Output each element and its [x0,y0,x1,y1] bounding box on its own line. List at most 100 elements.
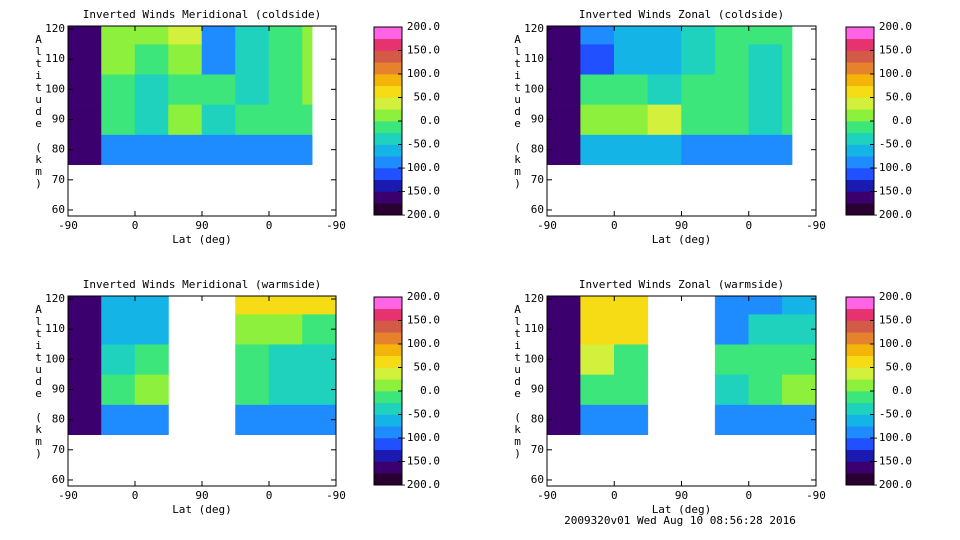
colorbar-tick-label: -50.0 [879,408,912,421]
cell [201,134,236,165]
cell [546,104,581,135]
cell [748,313,783,345]
colorbar-band [846,414,874,427]
colorbar-band [846,191,874,204]
cell [647,25,682,45]
cell [134,104,169,135]
colorbar-tick-label: 150.0 [879,314,912,327]
x-tick-label: -90 [806,489,826,502]
colorbar-tick-label: -100.0 [400,431,440,444]
cell [67,344,102,375]
x-tick-label: -90 [537,489,557,502]
cell [201,25,236,45]
y-tick-label: 100 [524,352,544,365]
colorbar-tick-label: -150.0 [872,185,912,198]
colorbar-band [846,203,874,216]
cell [235,43,270,75]
colorbar-band [846,62,874,75]
chart-title: Inverted Winds Meridional (warmside) [83,278,321,291]
cell [168,74,203,105]
cell [168,104,203,135]
y-axis-label: Altitude (km) [32,303,45,459]
x-tick-label: 0 [745,489,752,502]
cell [235,74,270,105]
cell [101,74,136,105]
cell [201,74,236,105]
cell [614,134,649,165]
colorbar-band [846,85,874,98]
cell [546,295,581,315]
x-tick-label: 0 [611,489,618,502]
y-tick-label: 90 [531,112,544,125]
cell [235,134,270,165]
cell [235,404,270,435]
colorbar-tick-label: 0.0 [892,114,912,127]
colorbar-tick-label: 200.0 [407,290,440,303]
cell [302,295,337,315]
cell [302,374,337,405]
y-tick-label: 100 [45,352,65,365]
cell [268,25,303,45]
colorbar-band [374,97,402,110]
y-tick-label: 120 [45,22,65,35]
colorbar-band [374,414,402,427]
colorbar-tick-label: 200.0 [879,20,912,33]
colorbar-tick-label: 100.0 [407,67,440,80]
x-axis-label: Lat (deg) [652,233,712,246]
colorbar-tick-label: -150.0 [400,185,440,198]
colorbar-band [846,461,874,474]
cell [268,374,303,405]
y-tick-label: 110 [524,52,544,65]
colorbar-band [374,62,402,75]
cell [302,313,337,345]
y-tick-label: 90 [52,112,65,125]
colorbar-tick-label: 150.0 [879,44,912,57]
cell [748,344,783,375]
cell [748,134,783,165]
y-tick-label: 100 [524,82,544,95]
cell [748,74,783,105]
cell [748,295,783,315]
cell [647,74,682,105]
colorbar-band [846,332,874,345]
colorbar-band [374,168,402,181]
cell [614,104,649,135]
cell [235,374,270,405]
cell [714,295,749,315]
cell [302,25,313,45]
cell [614,295,649,315]
x-tick-label: 0 [132,489,139,502]
cell [782,344,817,375]
colorbar-band [846,144,874,157]
cell [302,43,313,75]
cell [580,313,615,345]
colorbar-band [374,355,402,368]
cell [614,43,649,75]
x-tick-label: 0 [745,219,752,232]
colorbar-tick-label: 100.0 [407,337,440,350]
cell [614,313,649,345]
cell [67,134,102,165]
colorbar-band [846,97,874,110]
colorbar-band [374,109,402,122]
cell [580,43,615,75]
cell [714,74,749,105]
cell [168,43,203,75]
cell [580,104,615,135]
chart-title: Inverted Winds Zonal (warmside) [579,278,784,291]
cell [302,104,313,135]
cell [580,374,615,405]
cell [235,313,270,345]
cell [748,43,783,75]
colorbar-band [374,449,402,462]
cell [134,344,169,375]
cell [168,134,203,165]
cell [681,104,716,135]
x-tick-label: -90 [326,489,346,502]
cell [681,43,716,75]
colorbar-band [374,308,402,321]
cell [302,404,337,435]
colorbar-tick-label: 100.0 [879,337,912,350]
colorbar-band [846,449,874,462]
cell [546,25,581,45]
